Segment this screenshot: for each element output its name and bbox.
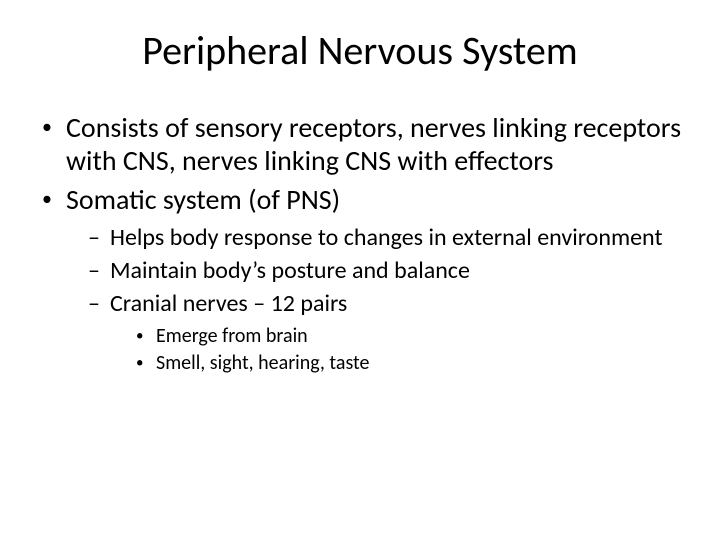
list-item: Cranial nerves – 12 pairs Emerge from br… — [88, 290, 690, 377]
bullet-text: Somatic system (of PNS) — [66, 182, 340, 217]
bullet-text: Helps body response to changes in extern… — [110, 223, 662, 252]
list-item: Emerge from brain — [136, 324, 690, 349]
list-item: Smell, sight, hearing, taste — [136, 351, 690, 376]
slide: Peripheral Nervous System Consists of se… — [0, 0, 720, 540]
bullet-text: Cranial nerves – 12 pairs — [110, 289, 347, 318]
slide-title: Peripheral Nervous System — [30, 26, 690, 75]
bullet-text: Consists of sensory receptors, nerves li… — [66, 110, 681, 178]
bullet-list-level1: Consists of sensory receptors, nerves li… — [30, 111, 690, 376]
list-item: Maintain body’s posture and balance — [88, 257, 690, 286]
bullet-text: Emerge from brain — [156, 324, 308, 348]
list-item: Helps body response to changes in extern… — [88, 224, 690, 253]
bullet-text: Maintain body’s posture and balance — [110, 256, 470, 285]
bullet-text: Smell, sight, hearing, taste — [156, 351, 370, 375]
list-item: Consists of sensory receptors, nerves li… — [42, 111, 690, 177]
bullet-list-level2: Helps body response to changes in extern… — [66, 224, 690, 376]
list-item: Somatic system (of PNS) Helps body respo… — [42, 183, 690, 376]
bullet-list-level3: Emerge from brain Smell, sight, hearing,… — [110, 324, 690, 376]
